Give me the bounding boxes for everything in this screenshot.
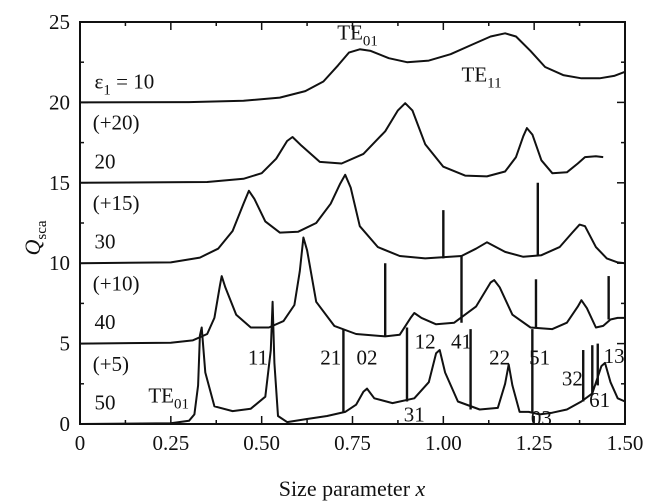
curve-permittivity-label: 20 bbox=[95, 149, 116, 173]
mode-annotation: TE01 bbox=[148, 383, 189, 412]
mode-annotation: 61 bbox=[589, 388, 610, 412]
mode-annotation: ε1 = 10 bbox=[95, 70, 155, 99]
series-line-30 bbox=[79, 173, 626, 265]
mode-annotation: 21 bbox=[320, 346, 341, 370]
curve-offset-label: (+10) bbox=[93, 272, 140, 296]
x-tick-label: 0.50 bbox=[243, 431, 280, 455]
x-tick-label: 1.00 bbox=[425, 431, 462, 455]
x-tick-label: 1.25 bbox=[516, 431, 553, 455]
mode-annotation: 03 bbox=[531, 406, 552, 430]
mode-annotation: 51 bbox=[529, 346, 550, 370]
x-tick-label: 0.75 bbox=[334, 431, 371, 455]
mode-annotation: 31 bbox=[404, 403, 425, 427]
mode-annotation: TE01 bbox=[337, 21, 378, 50]
y-tick-label: 10 bbox=[49, 251, 70, 275]
y-tick-label: 25 bbox=[49, 10, 70, 34]
mode-annotation: 12 bbox=[415, 329, 436, 353]
x-tick-label: 0 bbox=[75, 431, 86, 455]
curve-permittivity-label: 30 bbox=[95, 230, 116, 254]
curve-offset-label: (+15) bbox=[93, 191, 140, 215]
plot-area bbox=[79, 32, 626, 425]
y-tick-label: 0 bbox=[60, 412, 71, 436]
y-axis-title: Qsca bbox=[20, 220, 50, 255]
mode-annotation: 41 bbox=[451, 329, 472, 353]
annotations: TE01 TE11 ε1 = 10 TE01 11 21 02 12 41 22 51 32 13 31 0… bbox=[93, 21, 625, 430]
mode-annotation: 13 bbox=[604, 344, 625, 368]
series-line-50 bbox=[79, 300, 626, 425]
series-line-1-10 bbox=[79, 32, 626, 104]
curve-permittivity-label: 50 bbox=[95, 391, 116, 415]
mode-annotation: 22 bbox=[489, 346, 510, 370]
y-tick-label: 15 bbox=[49, 171, 70, 195]
mode-annotation: 32 bbox=[562, 366, 583, 390]
x-tick-label: 1.50 bbox=[607, 431, 644, 455]
curve-offset-label: (+5) bbox=[93, 352, 129, 376]
y-tick-label: 20 bbox=[49, 90, 70, 114]
curve-offset-label: (+20) bbox=[93, 111, 140, 135]
mode-annotation: 11 bbox=[248, 346, 268, 370]
series-line-40 bbox=[79, 236, 625, 345]
axes: 0 0.25 0.50 0.75 1.00 1.25 1.50 0 5 10 15 20 25 bbox=[49, 10, 643, 455]
mode-annotation: 02 bbox=[357, 346, 378, 370]
x-tick-label: 0.25 bbox=[152, 431, 189, 455]
curve-permittivity-label: 40 bbox=[95, 310, 116, 334]
series-line-20 bbox=[79, 102, 604, 184]
y-tick-label: 5 bbox=[60, 332, 71, 356]
mode-annotation: TE11 bbox=[462, 62, 502, 91]
x-axis-title: Size parameter x bbox=[279, 476, 426, 501]
